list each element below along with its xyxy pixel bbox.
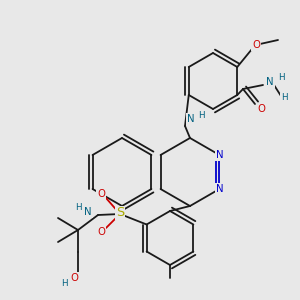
Text: O: O xyxy=(97,227,105,237)
Text: S: S xyxy=(116,206,124,220)
Text: O: O xyxy=(97,189,105,199)
Text: H: H xyxy=(198,110,204,119)
Text: N: N xyxy=(84,207,92,217)
Text: H: H xyxy=(278,74,284,82)
Text: N: N xyxy=(216,150,223,160)
Text: O: O xyxy=(257,104,265,114)
Text: O: O xyxy=(252,40,260,50)
Text: H: H xyxy=(75,203,81,212)
Text: H: H xyxy=(61,280,67,289)
Text: N: N xyxy=(187,114,195,124)
Text: H: H xyxy=(281,94,287,103)
Text: O: O xyxy=(70,273,78,283)
Text: N: N xyxy=(216,184,223,194)
Text: N: N xyxy=(266,77,274,87)
